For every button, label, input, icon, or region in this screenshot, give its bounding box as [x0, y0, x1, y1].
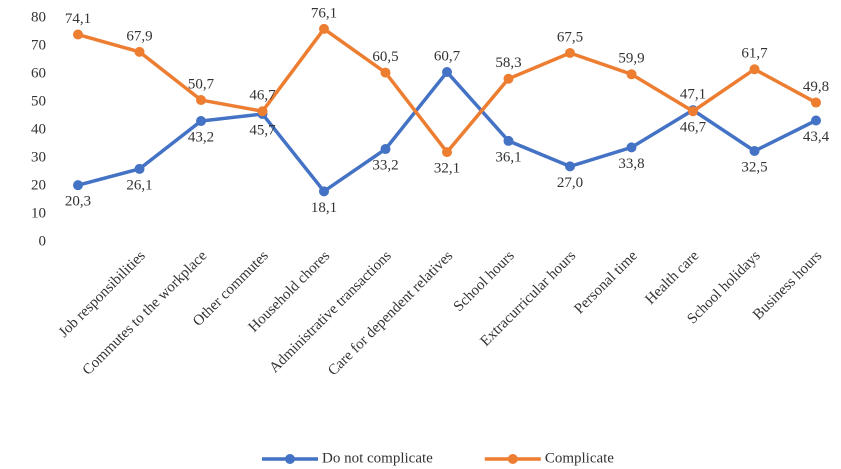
- data-label: 47,1: [680, 87, 706, 103]
- data-label: 67,5: [557, 29, 583, 45]
- data-point: [196, 95, 206, 106]
- data-point: [811, 115, 821, 126]
- data-label: 49,8: [803, 79, 829, 95]
- data-label: 26,1: [126, 177, 152, 193]
- data-point: [257, 106, 268, 117]
- data-point: [626, 69, 637, 80]
- legend-label: Complicate: [545, 450, 614, 466]
- data-label: 59,9: [618, 51, 644, 67]
- data-label: 46,7: [680, 120, 707, 136]
- data-point: [503, 135, 514, 146]
- data-label: 33,8: [618, 156, 644, 172]
- data-label: 18,1: [311, 200, 337, 216]
- y-tick-label: 30: [31, 149, 46, 165]
- y-tick-label: 70: [31, 37, 46, 53]
- data-label: 50,7: [188, 76, 215, 92]
- legend-marker: [285, 454, 295, 464]
- data-point: [380, 67, 391, 78]
- data-point: [565, 161, 575, 172]
- data-label: 43,4: [803, 129, 830, 145]
- data-label: 33,2: [372, 157, 398, 173]
- data-label: 61,7: [741, 46, 768, 62]
- data-point: [73, 29, 83, 40]
- data-label: 45,7: [249, 122, 276, 138]
- x-tick-label: School hours: [451, 248, 518, 315]
- data-label: 43,2: [188, 129, 214, 145]
- y-tick-label: 50: [31, 93, 46, 109]
- data-point: [442, 67, 452, 78]
- data-label: 46,7: [249, 88, 276, 104]
- data-point: [319, 186, 329, 197]
- x-tick-label: Commutes to the workplace: [80, 248, 211, 379]
- data-label: 58,3: [495, 55, 521, 71]
- data-label: 32,5: [741, 159, 767, 175]
- data-point: [134, 163, 145, 174]
- data-label: 74,1: [65, 11, 91, 27]
- data-point: [380, 144, 391, 155]
- y-tick-label: 0: [39, 233, 47, 249]
- legend-label: Do not complicate: [322, 450, 433, 466]
- data-label: 60,7: [434, 48, 461, 64]
- data-label: 60,5: [372, 49, 398, 65]
- data-label: 32,1: [434, 161, 460, 177]
- x-tick-label: Care for dependent relatives: [325, 248, 456, 379]
- x-tick-label: Administrative transactions: [266, 248, 394, 376]
- legend-marker: [507, 454, 518, 464]
- y-tick-label: 10: [31, 205, 46, 221]
- data-label: 76,1: [311, 5, 337, 21]
- y-tick-label: 80: [31, 9, 46, 25]
- y-tick-label: 20: [31, 177, 46, 193]
- x-tick-label: Health care: [642, 248, 702, 308]
- data-point: [749, 64, 760, 75]
- data-point: [503, 73, 514, 84]
- data-point: [196, 116, 206, 127]
- data-point: [626, 142, 637, 153]
- data-point: [811, 97, 821, 108]
- data-point: [565, 48, 575, 58]
- data-point: [749, 146, 760, 156]
- y-tick-label: 40: [31, 121, 46, 137]
- data-point: [73, 180, 83, 191]
- data-label: 20,3: [65, 194, 91, 210]
- x-tick-label: Personal time: [571, 248, 641, 318]
- data-point: [442, 147, 452, 158]
- data-point: [134, 46, 145, 57]
- data-point: [319, 23, 329, 34]
- y-tick-label: 60: [31, 65, 46, 81]
- data-label: 27,0: [557, 175, 583, 191]
- data-point: [688, 106, 698, 117]
- data-label: 67,9: [126, 28, 152, 44]
- data-label: 36,1: [495, 149, 521, 165]
